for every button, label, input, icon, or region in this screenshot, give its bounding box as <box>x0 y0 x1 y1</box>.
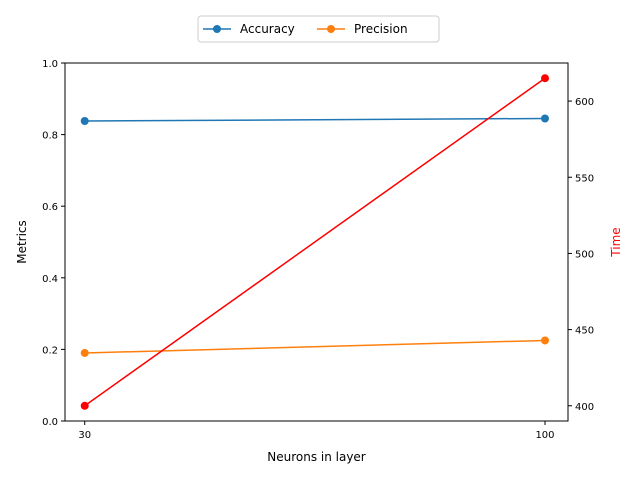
x-tick-label: 30 <box>78 430 91 441</box>
plot-frame <box>64 62 569 422</box>
y-tick-label: 1.0 <box>42 59 58 70</box>
series-layer <box>80 74 549 410</box>
data-point-time <box>540 74 549 83</box>
legend-marker-accuracy <box>213 25 221 33</box>
data-point-time <box>80 401 89 410</box>
y2-axis-label: Time <box>609 227 623 257</box>
y2-tick-label: 550 <box>575 173 594 184</box>
data-point-precision <box>540 336 549 345</box>
data-point-accuracy <box>80 116 89 125</box>
y-tick-label: 0.8 <box>42 131 58 142</box>
data-point-accuracy <box>540 114 549 123</box>
y-axis-ticks: 0.0 0.2 0.4 0.6 0.8 1.0 <box>42 59 65 428</box>
x-axis-ticks: 30 100 <box>78 421 555 441</box>
y2-tick-label: 450 <box>575 326 594 337</box>
plot-area <box>64 62 569 422</box>
y-axis-label: Metrics <box>15 220 29 264</box>
y2-axis-ticks: 400 450 500 550 600 <box>568 97 594 413</box>
y-tick-label: 0.2 <box>42 345 58 356</box>
series-line-time <box>84 77 546 407</box>
y-tick-label: 0.0 <box>42 417 58 428</box>
y-tick-label: 0.4 <box>42 274 58 285</box>
series-line-precision <box>84 339 546 354</box>
y-tick-label: 0.6 <box>42 202 58 213</box>
legend-label-accuracy: Accuracy <box>240 22 295 36</box>
y2-tick-label: 400 <box>575 402 594 413</box>
data-point-precision <box>80 348 89 357</box>
legend-label-precision: Precision <box>354 22 408 36</box>
y2-tick-label: 600 <box>575 97 594 108</box>
series-line-accuracy <box>84 117 545 122</box>
y2-tick-label: 500 <box>575 249 594 260</box>
x-tick-label: 100 <box>535 430 554 441</box>
legend-marker-precision <box>327 25 335 33</box>
legend: Accuracy Precision <box>197 15 440 43</box>
x-axis-label: Neurons in layer <box>267 450 366 464</box>
